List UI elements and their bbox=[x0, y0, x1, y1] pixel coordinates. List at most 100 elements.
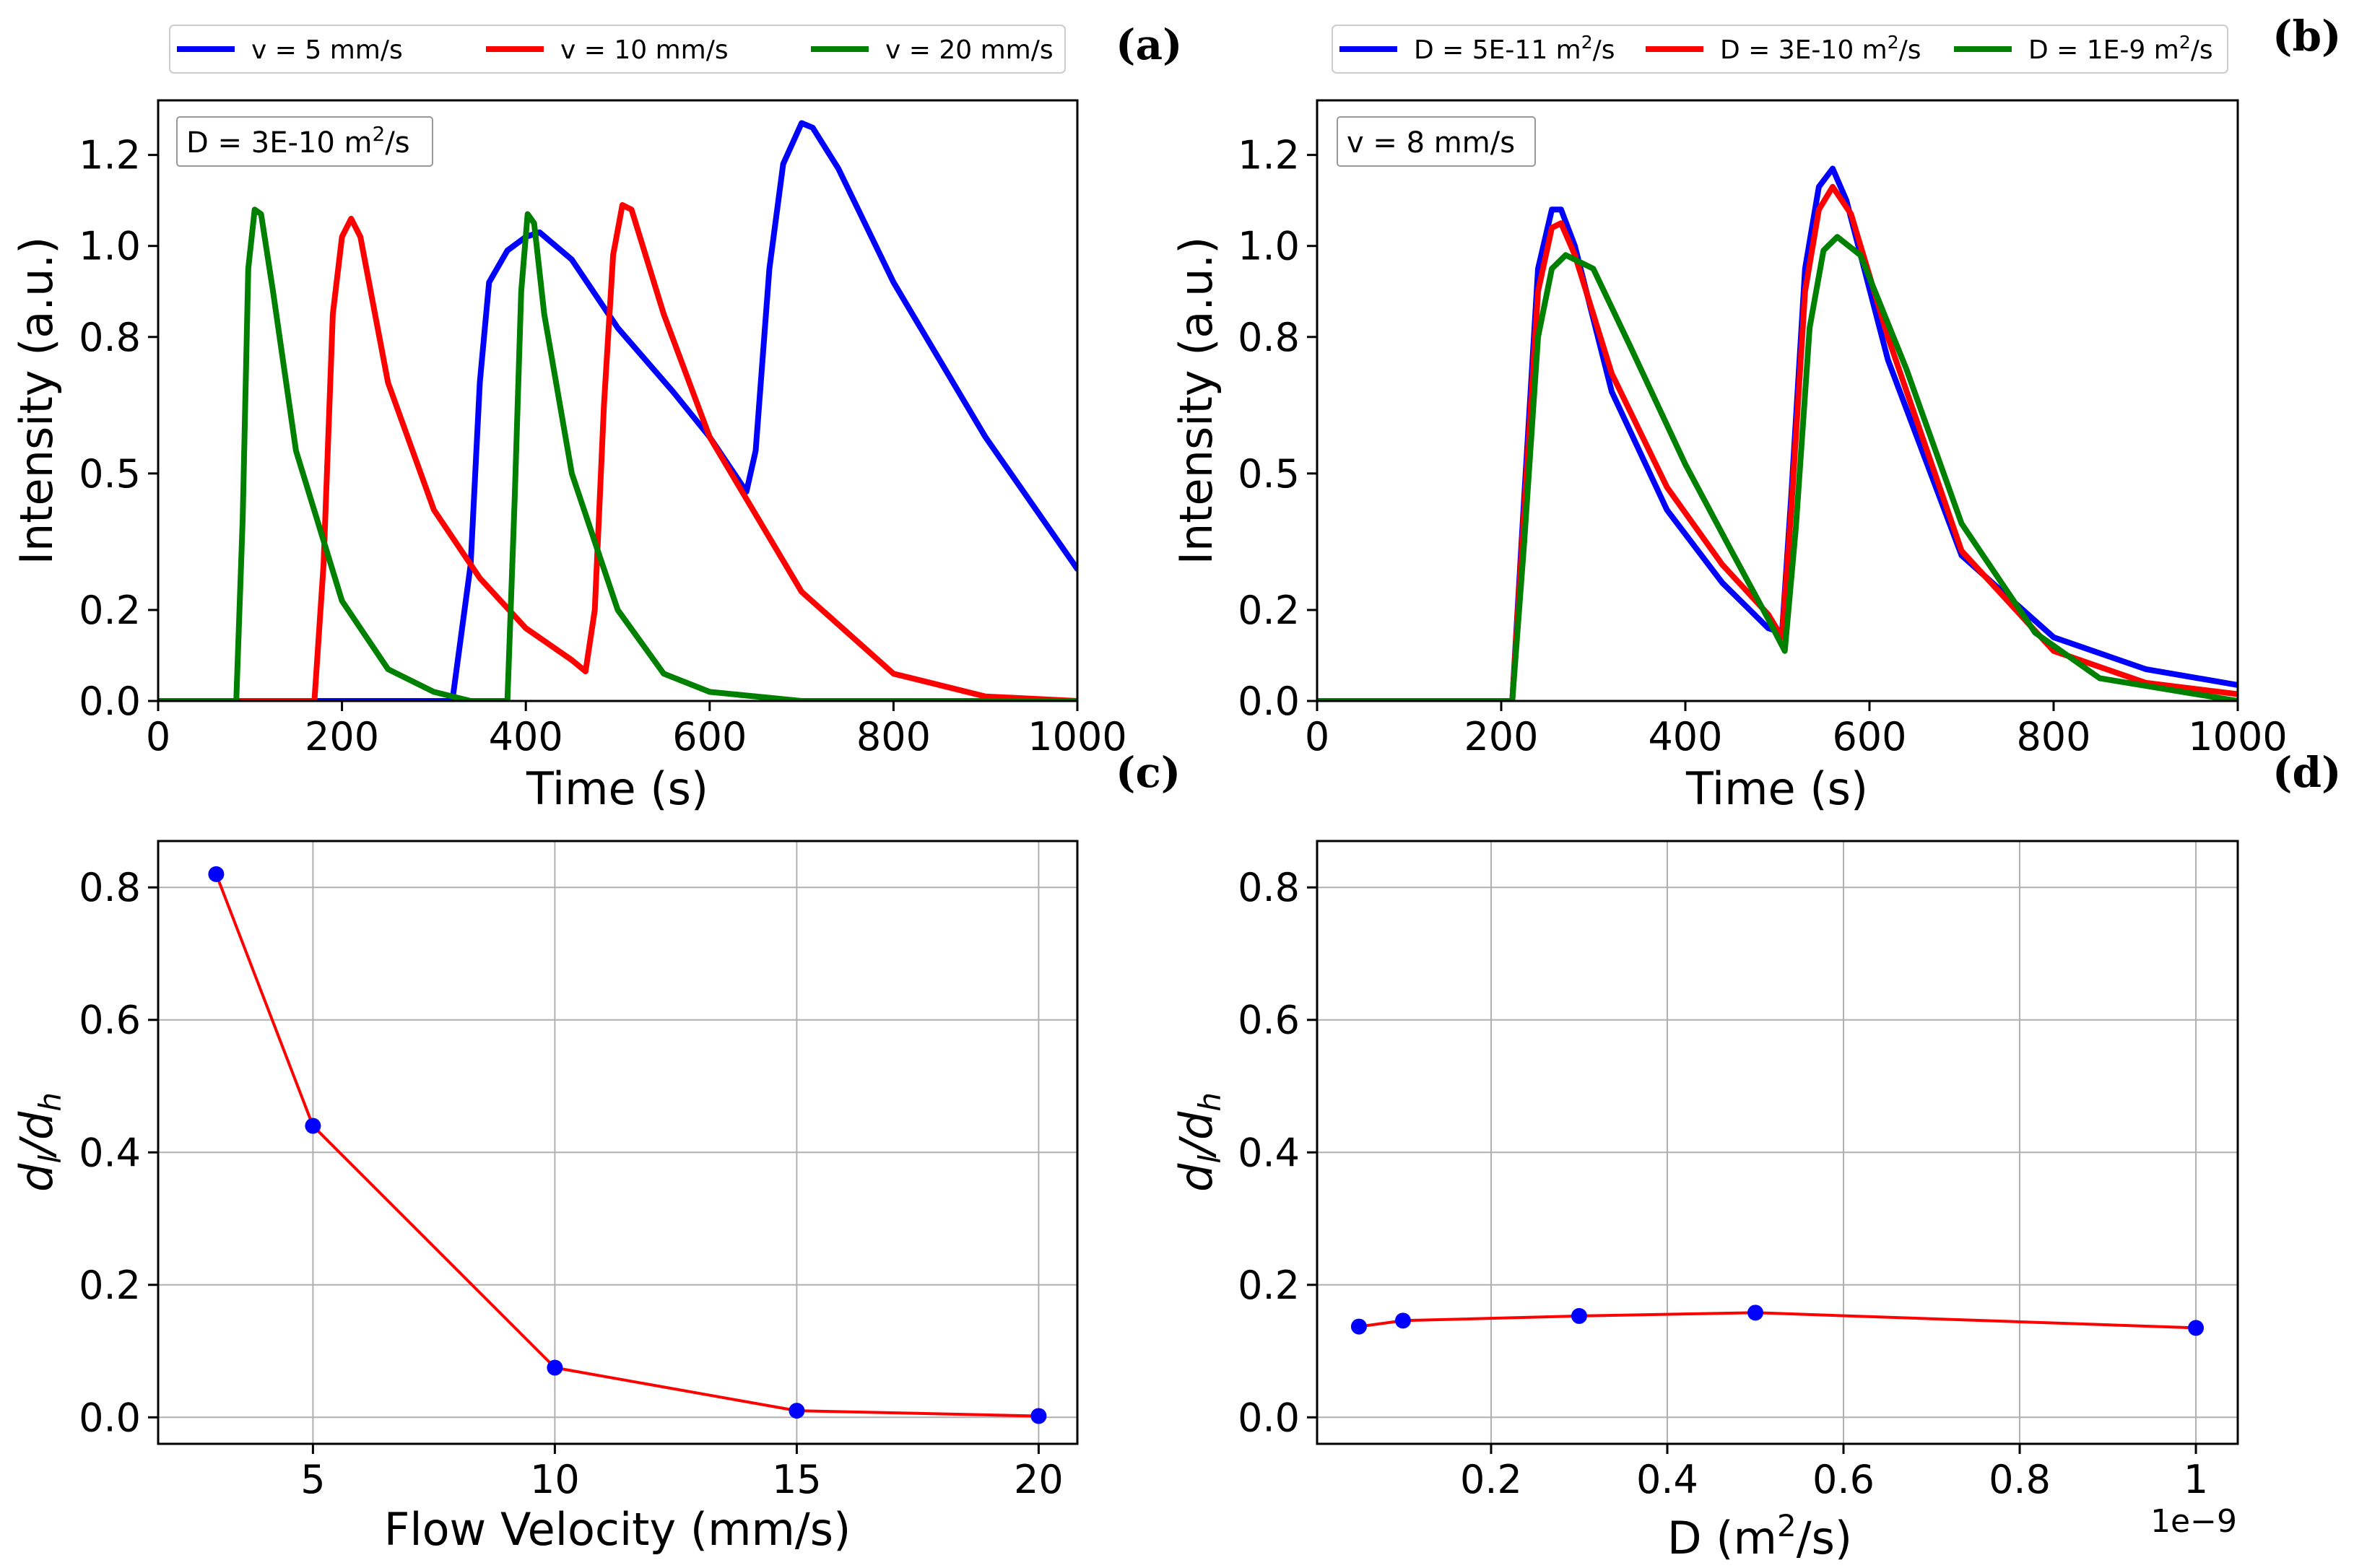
panel-a: v = 5 mm/s v = 10 mm/s v = 20 mm/s (a) 0… bbox=[10, 20, 1182, 815]
panel-d-frame bbox=[1316, 840, 2239, 1445]
panel-b-ytick-label-2: 0.5 bbox=[1238, 451, 1300, 497]
panel-c-ytick-label-2: 0.4 bbox=[79, 1130, 141, 1175]
panel-c-ticks: 5 10 15 20 0.0 0.2 0.4 0.6 0.8 bbox=[79, 865, 1064, 1502]
panel-c-data-point-4 bbox=[789, 1403, 805, 1419]
panel-a-xtick-label-1: 200 bbox=[305, 714, 379, 759]
panel-d-ytick-label-3: 0.6 bbox=[1238, 998, 1300, 1043]
panel-a-xtick-label-4: 800 bbox=[856, 714, 931, 759]
panel-b-curves bbox=[1317, 165, 2238, 701]
panel-d-label: (d) bbox=[2272, 748, 2341, 797]
legend-b-label-2: D = 3E-10 m2/s bbox=[1720, 32, 1921, 65]
panel-a-legend: v = 5 mm/s v = 10 mm/s v = 20 mm/s bbox=[169, 25, 1066, 74]
panel-b-series-1-line bbox=[1317, 165, 2238, 701]
panel-a-ytick-label-1: 0.2 bbox=[79, 588, 141, 633]
panel-b-ticks: 0 200 400 600 800 1000 0.0 0.2 0.5 0.8 1.0 1.2 bbox=[1238, 133, 2288, 759]
panel-a-frame bbox=[157, 99, 1079, 702]
panel-a-label: (a) bbox=[1116, 20, 1182, 69]
panel-c-trend-line bbox=[214, 874, 1039, 1418]
panel-d-data-point-3 bbox=[1571, 1307, 1587, 1324]
panel-c-ytick-label-1: 0.2 bbox=[79, 1263, 141, 1308]
panel-c-data-point-1 bbox=[208, 866, 225, 882]
panel-a-series-2-line bbox=[158, 202, 1077, 701]
panel-a-annotation: D = 3E-10 m2/s bbox=[186, 122, 410, 160]
panel-d-data-point-4 bbox=[1747, 1305, 1763, 1321]
panel-a-xlabel: Time (s) bbox=[526, 762, 708, 815]
panel-a-series-3-line bbox=[158, 206, 1077, 701]
panel-d-ticks: 0.2 0.4 0.6 0.8 1 0.0 0.2 0.4 0.6 0.8 bbox=[1238, 865, 2208, 1502]
panel-d-offset-text: 1e−9 bbox=[2150, 1503, 2237, 1540]
panel-d-trend-line bbox=[1358, 1311, 2197, 1330]
panel-d-data-point-5 bbox=[2188, 1320, 2205, 1336]
panel-a-ytick-label-3: 0.8 bbox=[79, 315, 141, 360]
panel-a-curves bbox=[158, 120, 1077, 701]
panel-b-label: (b) bbox=[2272, 12, 2341, 61]
panel-d-ytick-label-2: 0.4 bbox=[1238, 1130, 1300, 1175]
panel-d-plot bbox=[1350, 1305, 2205, 1336]
panel-c-ytick-label-3: 0.6 bbox=[79, 998, 141, 1043]
panel-a-ytick-label-4: 1.0 bbox=[79, 224, 141, 269]
panel-b-xtick-label-0: 0 bbox=[1305, 714, 1329, 759]
panel-b-series-2-line bbox=[1317, 183, 2238, 701]
panel-d-xtick-label-4: 1 bbox=[2184, 1457, 2208, 1502]
panel-d-xtick-label-3: 0.8 bbox=[1989, 1457, 2051, 1502]
panel-a-ylabel: Intensity (a.u.) bbox=[10, 237, 63, 565]
panel-b-series-3-line bbox=[1317, 234, 2238, 701]
panel-c-data-point-5 bbox=[1030, 1408, 1047, 1424]
panel-d-ytick-label-1: 0.2 bbox=[1238, 1263, 1300, 1308]
panel-c-frame bbox=[157, 840, 1079, 1445]
panel-c-xtick-label-0: 5 bbox=[300, 1457, 325, 1502]
panel-b-xtick-label-3: 600 bbox=[1832, 714, 1906, 759]
legend-a-label-1: v = 5 mm/s bbox=[251, 35, 403, 65]
panel-b-ytick-label-1: 0.2 bbox=[1238, 588, 1300, 633]
panel-a-xtick-label-2: 400 bbox=[489, 714, 563, 759]
panel-d-xlabel: D (m2/s) bbox=[1667, 1508, 1852, 1564]
panel-a-ytick-label-0: 0.0 bbox=[79, 679, 141, 724]
panel-d-ylabel: dl/dh bbox=[1170, 1092, 1228, 1192]
panel-c: (c) 5 10 15 20 0.0 0.2 0.4 0.6 0.8 Flow Velocity… bbox=[10, 748, 1181, 1556]
panel-b-annotation: v = 8 mm/s bbox=[1347, 126, 1515, 160]
panel-b-annotation-box: v = 8 mm/s bbox=[1337, 116, 1536, 167]
panel-c-xtick-label-3: 20 bbox=[1014, 1457, 1064, 1502]
panel-a-ticks: 0 200 400 600 800 1000 0.0 0.2 0.5 0.8 1.0 1.2 bbox=[79, 133, 1127, 759]
panel-b-ytick-label-4: 1.0 bbox=[1238, 224, 1300, 269]
panel-d-xtick-label-1: 0.4 bbox=[1636, 1457, 1698, 1502]
panel-a-xtick-label-5: 1000 bbox=[1028, 714, 1126, 759]
panel-b-frame bbox=[1316, 99, 2239, 702]
panel-b-xlabel: Time (s) bbox=[1685, 762, 1868, 815]
panel-c-data-point-3 bbox=[547, 1359, 563, 1376]
panel-d-grid bbox=[1317, 841, 2238, 1444]
panel-b-ylabel: Intensity (a.u.) bbox=[1170, 237, 1222, 565]
panel-b: D = 5E-11 m2/s D = 3E-10 m2/s D = 1E-9 m… bbox=[1170, 12, 2341, 815]
panel-a-ytick-label-2: 0.5 bbox=[79, 451, 141, 497]
panel-a-annotation-box: D = 3E-10 m2/s bbox=[176, 116, 433, 167]
legend-b-label-3: D = 1E-9 m2/s bbox=[2028, 32, 2213, 65]
panel-a-xtick-label-3: 600 bbox=[672, 714, 747, 759]
panel-c-xlabel: Flow Velocity (mm/s) bbox=[384, 1503, 851, 1556]
panel-d-xtick-label-0: 0.2 bbox=[1460, 1457, 1522, 1502]
panel-d-data-point-2 bbox=[1394, 1312, 1411, 1329]
panel-c-xtick-label-2: 15 bbox=[772, 1457, 822, 1502]
panel-a-ytick-label-5: 1.2 bbox=[79, 133, 141, 178]
panel-d-xtick-label-2: 0.6 bbox=[1812, 1457, 1875, 1502]
panel-b-xtick-label-5: 1000 bbox=[2188, 714, 2287, 759]
panel-b-legend: D = 5E-11 m2/s D = 3E-10 m2/s D = 1E-9 m… bbox=[1332, 25, 2228, 74]
panel-b-xtick-label-2: 400 bbox=[1648, 714, 1722, 759]
panel-b-xtick-label-1: 200 bbox=[1464, 714, 1538, 759]
panel-b-ytick-label-5: 1.2 bbox=[1238, 133, 1300, 178]
panel-b-ytick-label-0: 0.0 bbox=[1238, 679, 1300, 724]
panel-b-xtick-label-4: 800 bbox=[2016, 714, 2090, 759]
panel-d-ytick-label-0: 0.0 bbox=[1238, 1395, 1300, 1440]
panel-c-ytick-label-4: 0.8 bbox=[79, 865, 141, 910]
panel-a-series-1-line bbox=[158, 120, 1077, 701]
panel-c-label: (c) bbox=[1116, 748, 1181, 797]
legend-a-label-2: v = 10 mm/s bbox=[560, 35, 729, 65]
panel-d-ytick-label-4: 0.8 bbox=[1238, 865, 1300, 910]
panel-c-ytick-label-0: 0.0 bbox=[79, 1395, 141, 1440]
panel-c-ylabel: dl/dh bbox=[10, 1092, 68, 1192]
panel-c-plot bbox=[208, 866, 1047, 1424]
panel-a-xtick-label-0: 0 bbox=[146, 714, 170, 759]
legend-b-label-1: D = 5E-11 m2/s bbox=[1414, 32, 1615, 65]
panel-c-data-point-2 bbox=[305, 1118, 321, 1134]
panel-c-xtick-label-1: 10 bbox=[530, 1457, 580, 1502]
